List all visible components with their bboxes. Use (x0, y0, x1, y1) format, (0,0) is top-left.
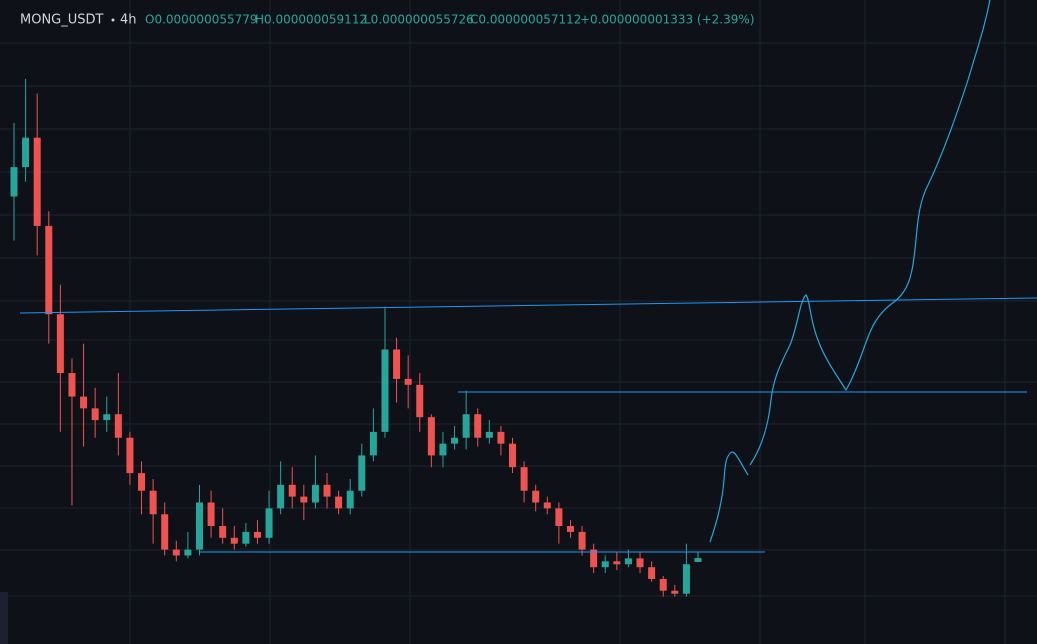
candle-body (624, 558, 632, 565)
candle-body (311, 484, 319, 503)
candle-body (393, 349, 401, 379)
candle-body (648, 567, 656, 579)
open: O0.000000055779 (145, 13, 258, 27)
change: +0.000000001333 (+2.39%) (580, 13, 754, 27)
candle-body (103, 414, 111, 421)
candle-body (253, 531, 261, 538)
candle-body (80, 396, 88, 409)
candle-body (659, 578, 667, 591)
candle-body (138, 473, 146, 491)
candle-body (114, 414, 122, 438)
candle-body (555, 508, 563, 527)
scroll-edge (0, 592, 8, 644)
candle-body (590, 549, 598, 568)
candle-body (451, 437, 459, 444)
candle-body (543, 502, 551, 509)
close: C0.000000057112 (470, 13, 581, 27)
low: L0.000000055726 (364, 13, 474, 27)
candle-body (91, 408, 99, 421)
candle-body (439, 443, 447, 456)
candle-body (323, 484, 331, 497)
drawings (19, 0, 1037, 553)
symbol: MONG_USDT (20, 13, 104, 28)
separator (111, 18, 115, 22)
candle-body (56, 314, 64, 374)
candle-body (474, 414, 482, 438)
candle-body (172, 549, 180, 556)
candle-body (520, 467, 528, 491)
trend-line (19, 297, 1037, 314)
candle-body (195, 502, 203, 550)
candle-body (300, 496, 308, 503)
freehand-line (709, 451, 749, 543)
candles (10, 78, 702, 597)
candle-body (277, 484, 285, 509)
candle-body (578, 531, 586, 550)
candle-body (381, 349, 389, 432)
interval: 4h (120, 13, 137, 28)
candle-body (265, 508, 273, 538)
candle-body (161, 514, 169, 550)
candle-body (207, 502, 215, 527)
candle-body (10, 167, 18, 197)
high: H0.000000059112 (255, 13, 367, 27)
candle-body (358, 455, 366, 491)
candle-body (566, 526, 574, 532)
candle-body (671, 590, 679, 594)
candle-body (369, 431, 377, 456)
candle-body (509, 443, 517, 468)
candle-body (22, 137, 30, 168)
candle-body (242, 531, 250, 544)
candle-body (532, 490, 540, 503)
header: MONG_USDT 4h O0.000000055779 H0.00000005… (20, 13, 754, 28)
candle-body (45, 225, 53, 315)
candle-body (462, 414, 470, 438)
candle-body (126, 437, 134, 474)
candle-body (184, 549, 192, 556)
candle-body (694, 558, 702, 562)
candle-body (613, 561, 621, 565)
candle-body (288, 484, 296, 497)
candle-body (427, 417, 435, 456)
candle-body (497, 431, 505, 444)
candle-body (682, 564, 690, 594)
candle-body (33, 137, 41, 226)
candle-body (230, 537, 238, 544)
candle-body (335, 496, 343, 509)
candle-body (219, 526, 227, 538)
freehand-line (749, 0, 991, 466)
candle-body (346, 490, 354, 509)
candle-body (485, 431, 493, 438)
candle-body (416, 384, 424, 418)
candle-body (404, 378, 412, 385)
candle-body (601, 561, 609, 568)
candle-body (68, 373, 76, 397)
candle-body (636, 558, 644, 568)
candle-body (149, 490, 157, 515)
